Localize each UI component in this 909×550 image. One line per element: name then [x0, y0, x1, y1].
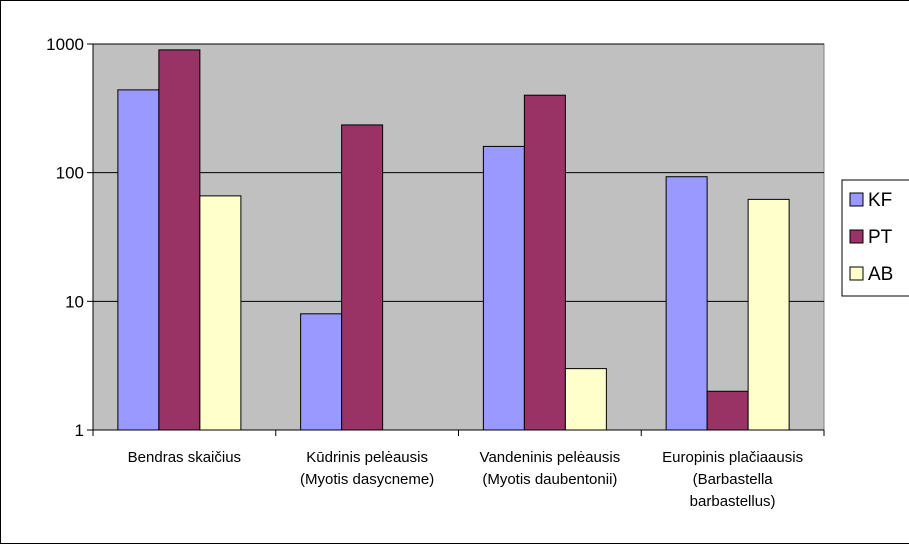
legend-swatch: [850, 267, 863, 280]
bar: [118, 90, 159, 430]
bar: [565, 369, 606, 430]
x-tick-label-line: Kūdrinis pelėausis: [306, 449, 428, 466]
y-tick-label: 10: [65, 292, 84, 311]
y-tick-label: 100: [56, 164, 84, 183]
x-tick-label-line: (Barbastella: [693, 471, 774, 488]
legend: KF PT AB: [842, 180, 909, 296]
bar: [666, 177, 707, 430]
bar: [748, 199, 789, 430]
bar: [707, 391, 748, 430]
bar: [200, 196, 241, 430]
bar: [301, 314, 342, 430]
x-tick-label: Bendras skaičius: [128, 449, 241, 466]
x-tick-label-line: (Myotis daubentonii): [482, 471, 617, 488]
bar: [524, 95, 565, 430]
y-tick-label: 1: [75, 421, 84, 440]
x-tick-label-line: Europinis plačiaausis: [662, 449, 803, 466]
y-tick-label: 1000: [46, 35, 84, 54]
bar: [483, 146, 524, 430]
x-tick-label-line: barbastellus): [690, 493, 776, 510]
legend-label: PT: [868, 227, 893, 248]
x-tick-label-line: Bendras skaičius: [128, 449, 241, 466]
legend-swatch: [850, 193, 863, 206]
bar: [159, 50, 200, 430]
legend-label: KF: [868, 190, 892, 211]
x-tick-label-line: (Myotis dasycneme): [300, 471, 434, 488]
x-tick-label-line: Vandeninis pelėausis: [480, 449, 621, 466]
legend-label: AB: [868, 264, 893, 285]
legend-swatch: [850, 230, 863, 243]
bar: [342, 125, 383, 430]
